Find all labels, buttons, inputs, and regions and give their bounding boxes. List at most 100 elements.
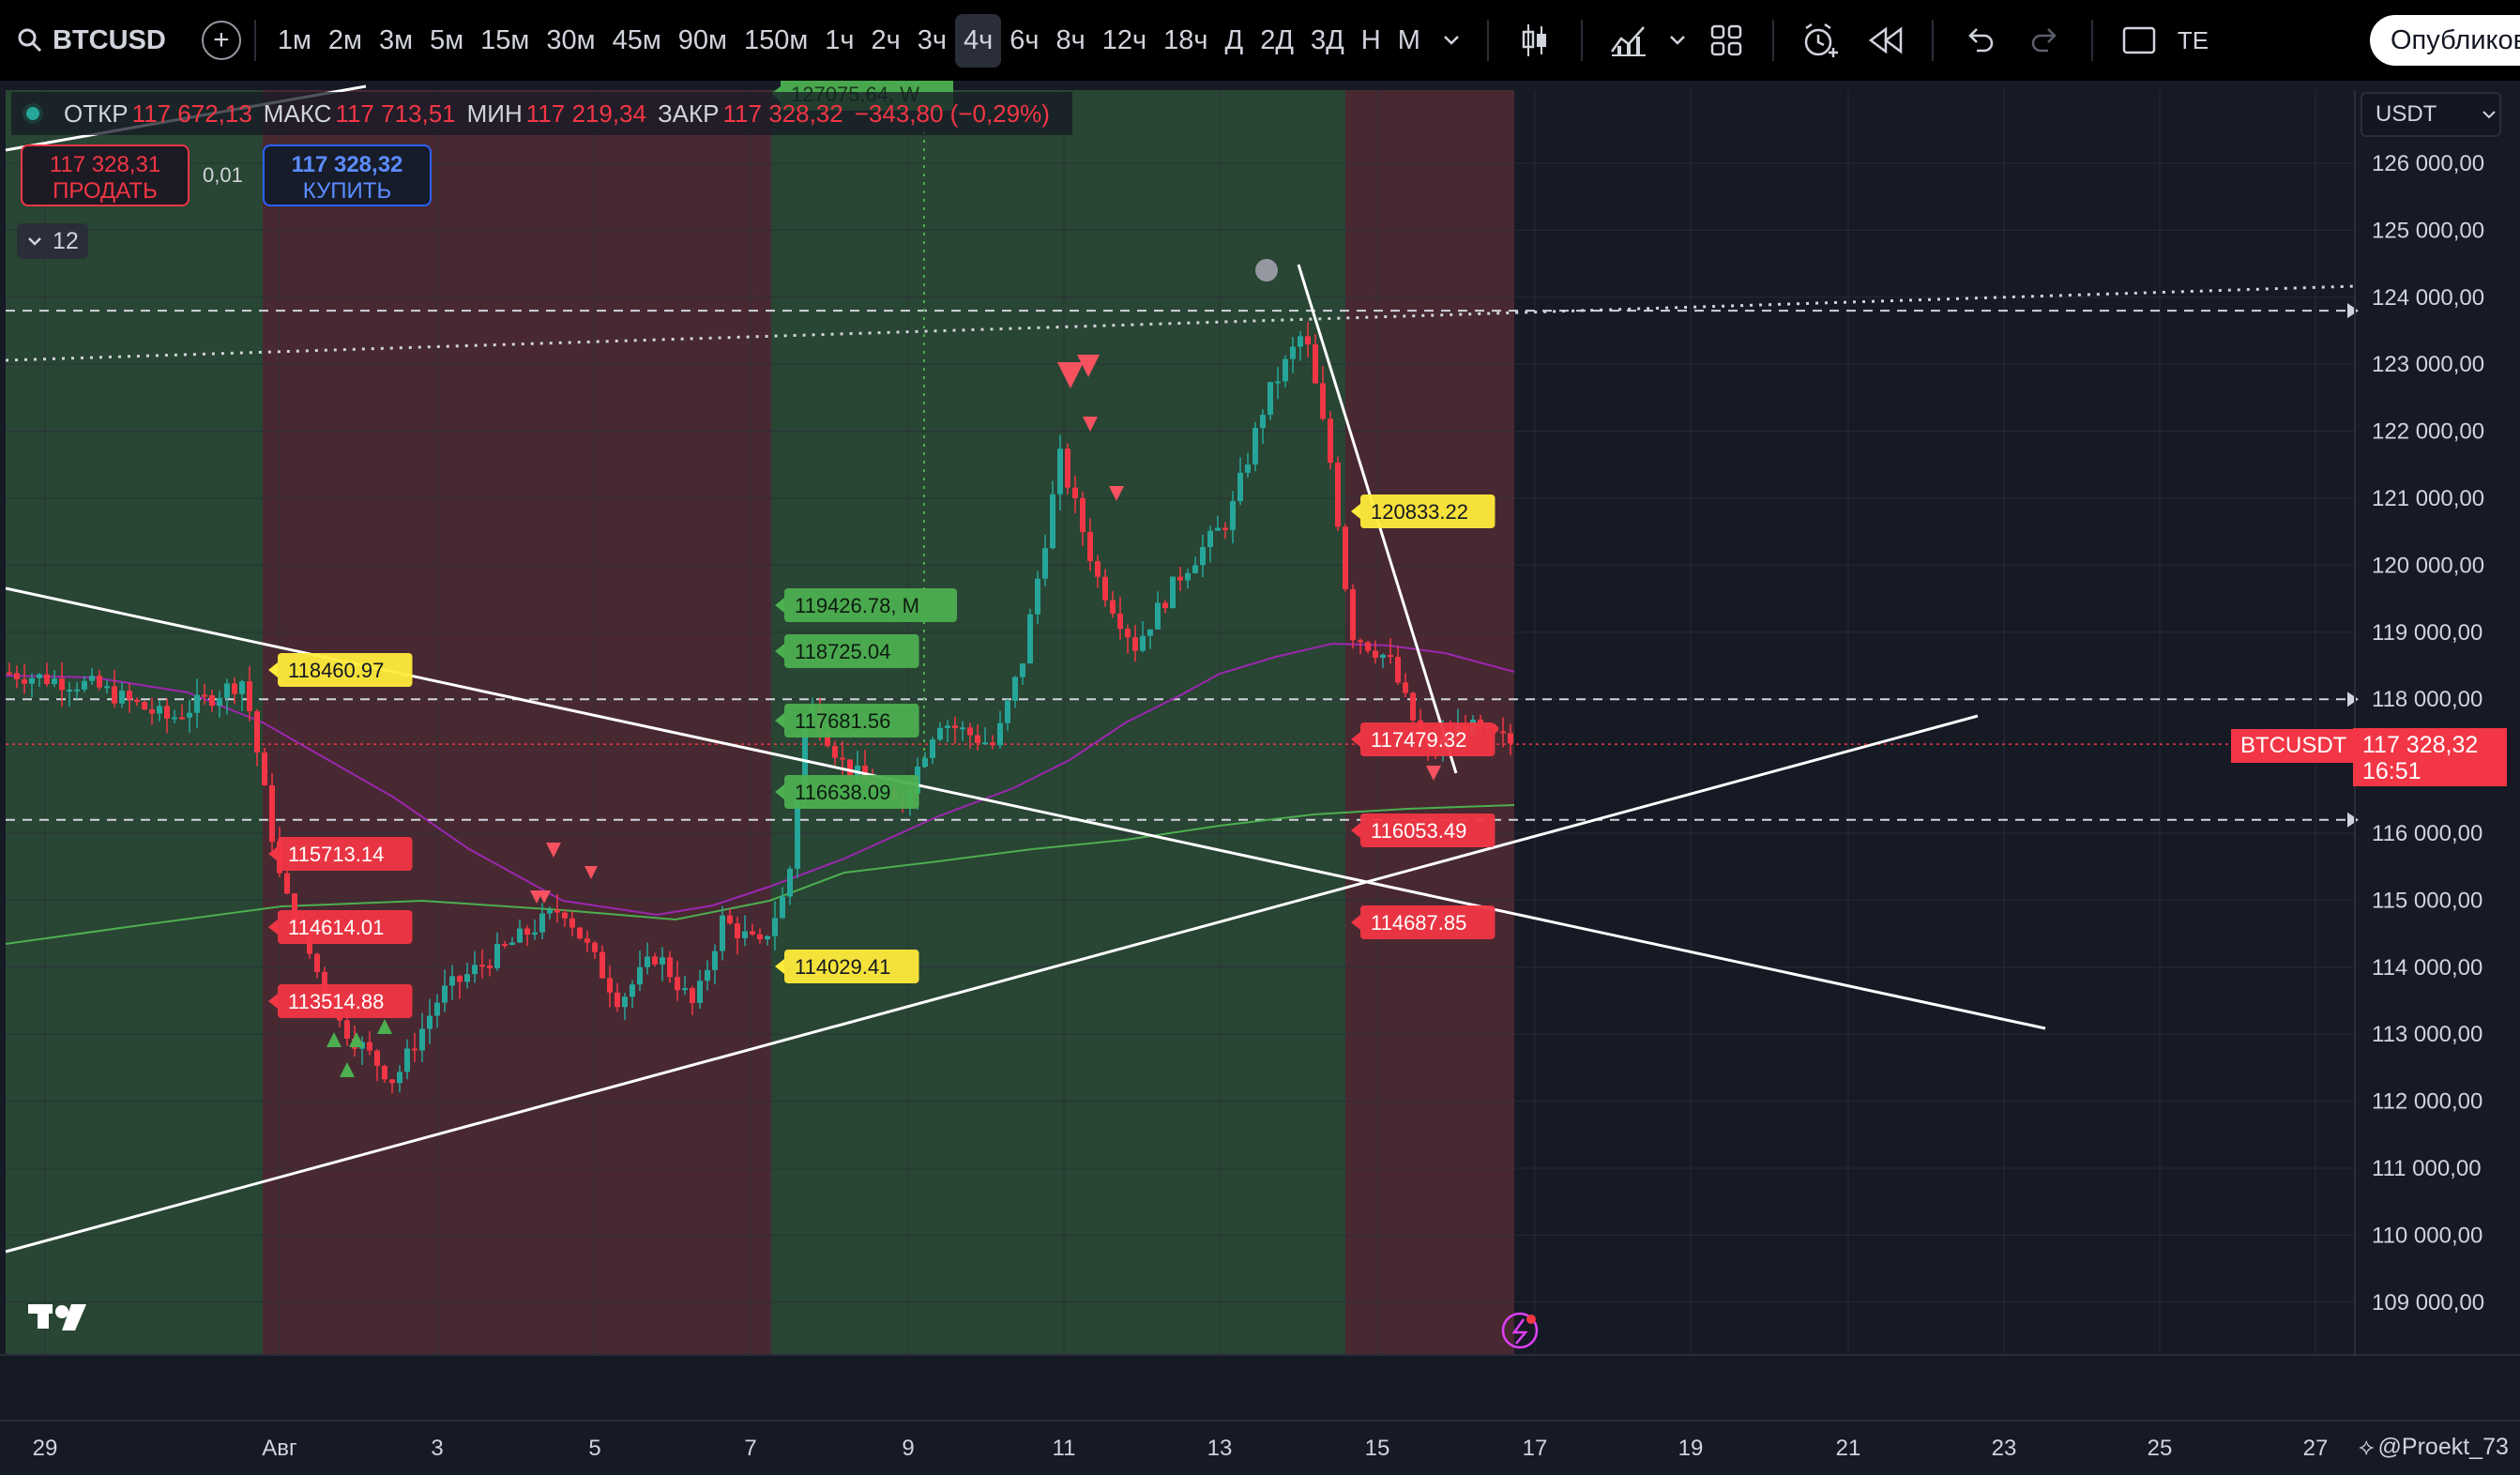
alert-button[interactable] [1796,16,1844,65]
toolbar-divider [1580,20,1583,61]
interval-week[interactable]: Н [1360,24,1381,55]
interval-5m[interactable]: 5м [430,24,464,55]
layouts-button[interactable] [1702,16,1751,65]
candle-body [164,706,170,719]
candle-body [967,727,973,736]
time-axis-label: 11 [1053,1436,1076,1461]
price-axis-label: 113 000,00 [2372,1022,2482,1047]
candle-body [412,1048,417,1051]
candle-body [1042,548,1048,579]
interval-4h[interactable]: 4ч [955,13,1002,68]
indicators-toggle[interactable]: 12 [17,223,88,259]
candle-body [367,1042,372,1051]
price-annotation-label: 113514.88 [268,984,413,1018]
interval-18h[interactable]: 18ч [1163,24,1208,55]
interval-1m[interactable]: 1м [277,24,311,55]
candle-body [554,909,560,913]
chart-pane[interactable]: 127075.64, W119426.78, M118725.04117681.… [0,81,2520,1475]
candle-body [157,706,162,714]
indicators-dropdown-button[interactable] [1665,16,1690,65]
author-name: @Proekt_73 [2377,1434,2509,1460]
annotation-bg [1360,905,1495,939]
annotation-bg [278,984,413,1018]
interval-45m[interactable]: 45м [612,24,661,55]
chart-type-button[interactable] [1510,16,1559,65]
sell-signal-marker-1 [1077,355,1100,377]
interval-month[interactable]: М [1397,24,1420,55]
candle-body [1207,530,1213,548]
indicators-button[interactable] [1604,16,1653,65]
interval-3d[interactable]: 3Д [1310,24,1344,55]
tv-logo-slash [62,1304,86,1331]
candle-body [427,1015,433,1029]
candle-body [645,956,650,967]
candle-body [322,971,327,996]
candle-body [202,694,207,697]
buy-button[interactable]: 117 328,32 КУПИТЬ [263,144,432,206]
interval-3h[interactable]: 3ч [917,24,948,55]
candle-body [975,735,980,743]
symbol-search[interactable]: BTCUSD [17,0,166,81]
interval-2d[interactable]: 2Д [1260,24,1294,55]
candle-body [592,942,598,952]
annotation-text: 117681.56 [795,709,890,733]
level-arrow-0 [2347,692,2359,707]
price-axis-label: 115 000,00 [2372,888,2482,913]
interval-2m[interactable]: 2м [327,24,362,55]
annotation-text: 114614.01 [288,916,384,939]
candle-body [127,691,132,700]
price-axis-label: 125 000,00 [2372,218,2484,243]
candle-body [1162,602,1168,609]
sell-signal-marker-2 [1083,417,1098,432]
candle-body [217,697,222,707]
candle-body [119,691,125,704]
compare-add-button[interactable]: + [201,21,241,60]
annotation-bg [784,588,957,622]
price-annotation-label: 118460.97 [268,653,413,687]
interval-6h[interactable]: 6ч [1010,24,1040,55]
candle-body [1320,383,1326,419]
annotation-bg [784,704,919,738]
candle-body [607,978,613,993]
candle-body [937,727,943,740]
currency-select[interactable]: USDT [2361,92,2501,137]
candle-body [712,950,718,970]
publish-button[interactable]: Опубликов [2370,15,2520,66]
interval-dropdown-button[interactable] [1437,16,1465,65]
interval-1d[interactable]: Д [1224,24,1244,55]
interval-3m[interactable]: 3м [379,24,414,55]
legend-visibility-dot[interactable] [23,103,43,124]
fullscreen-button[interactable] [2115,16,2163,65]
indicators-count: 12 [53,227,79,254]
interval-8h[interactable]: 8ч [1055,24,1085,55]
undo-button[interactable] [1955,16,2004,65]
candle-body [464,974,470,982]
candle-body [802,716,808,798]
candle-body [1185,572,1191,581]
candle-body [1012,677,1018,701]
sell-button[interactable]: 117 328,31 ПРОДАТЬ [21,144,190,206]
redo-button[interactable] [2021,16,2070,65]
price-chart[interactable]: 127075.64, W119426.78, M118725.04117681.… [0,81,2520,1475]
chevron-down-icon [2482,111,2497,119]
candle-body [262,752,267,786]
replay-button[interactable] [1861,16,1910,65]
time-axis-label: 29 [33,1436,58,1461]
candle-body [1283,358,1288,382]
interval-90m[interactable]: 90м [677,24,727,55]
candle-body [1087,532,1093,562]
candle-body [419,1028,425,1051]
interval-150m[interactable]: 150м [743,24,809,55]
lightning-icon [1501,1312,1539,1349]
interval-12h[interactable]: 12ч [1101,24,1147,55]
candle-body [1110,600,1116,615]
interval-30m[interactable]: 30м [546,24,596,55]
interval-15m[interactable]: 15м [480,24,530,55]
interval-1h[interactable]: 1ч [825,24,855,55]
level-arrow-1 [2347,812,2359,828]
annotation-text: 114687.85 [1371,911,1466,935]
interval-2h[interactable]: 2ч [871,24,901,55]
annotation-pointer [775,644,784,659]
candle-body [67,690,72,692]
candle-body [209,694,215,707]
